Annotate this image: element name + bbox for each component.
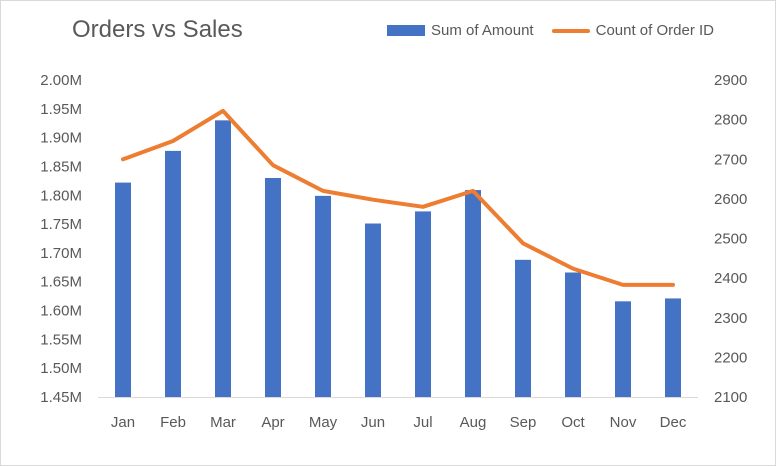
bar-amount <box>515 259 531 397</box>
y-right-tick-label: 2900 <box>714 72 747 89</box>
y-left-tick-label: 1.50M <box>40 360 82 377</box>
y-left-tick-label: 1.95M <box>40 101 82 118</box>
y-right-tick-label: 2300 <box>714 310 747 327</box>
y-left-tick-label: 1.45M <box>40 389 82 406</box>
legend-label-amount: Sum of Amount <box>431 22 534 39</box>
y-left-tick-label: 1.75M <box>40 216 82 233</box>
y-right-tick-label: 2600 <box>714 191 747 208</box>
bar-amount <box>165 150 181 397</box>
legend-swatch-line <box>551 28 590 33</box>
x-tick-label: Dec <box>660 414 687 431</box>
y-right-tick-label: 2500 <box>714 231 747 248</box>
legend-item-amount: Sum of Amount <box>387 22 534 39</box>
x-tick-label: Jan <box>111 414 135 431</box>
bar-amount <box>315 195 331 397</box>
bar-amount <box>265 177 281 397</box>
y-left-tick-label: 1.55M <box>40 331 82 348</box>
y-left-tick-label: 1.70M <box>40 245 82 262</box>
y-right-tick-label: 2100 <box>714 389 747 406</box>
y-left-tick-label: 1.60M <box>40 303 82 320</box>
x-tick-label: Jul <box>413 414 432 431</box>
y-right-tick-label: 2800 <box>714 112 747 129</box>
bar-amount <box>415 211 431 397</box>
y-left-tick-label: 1.85M <box>40 158 82 175</box>
y-left-tick-label: 1.80M <box>40 187 82 204</box>
x-tick-label: Nov <box>610 414 637 431</box>
bar-amount <box>615 301 631 397</box>
legend: Sum of Amount Count of Order ID <box>369 22 714 39</box>
y-right-tick-label: 2700 <box>714 151 747 168</box>
series-line-orders <box>121 108 675 287</box>
bar-amount <box>465 190 481 397</box>
y-right-tick-label: 2200 <box>714 349 747 366</box>
x-tick-label: Apr <box>261 414 284 431</box>
y-left-tick-label: 1.90M <box>40 130 82 147</box>
x-tick-label: May <box>309 414 338 431</box>
chart-title: Orders vs Sales <box>72 16 243 43</box>
bar-amount <box>215 120 231 397</box>
bar-amount <box>565 272 581 397</box>
x-tick-label: Jun <box>361 414 385 431</box>
x-tick-label: Mar <box>210 414 236 431</box>
x-tick-label: Oct <box>561 414 585 431</box>
legend-item-orders: Count of Order ID <box>551 22 714 39</box>
legend-swatch-bar <box>387 25 426 36</box>
bar-amount <box>365 223 381 397</box>
x-tick-label: Aug <box>460 414 487 431</box>
legend-label-orders: Count of Order ID <box>595 22 714 39</box>
y-left-tick-label: 2.00M <box>40 72 82 89</box>
x-tick-label: Feb <box>160 414 186 431</box>
y-left-tick-label: 1.65M <box>40 274 82 291</box>
y-right-tick-label: 2400 <box>714 270 747 287</box>
bar-amount <box>665 298 681 397</box>
bar-amount <box>115 182 131 397</box>
x-tick-label: Sep <box>510 414 537 431</box>
